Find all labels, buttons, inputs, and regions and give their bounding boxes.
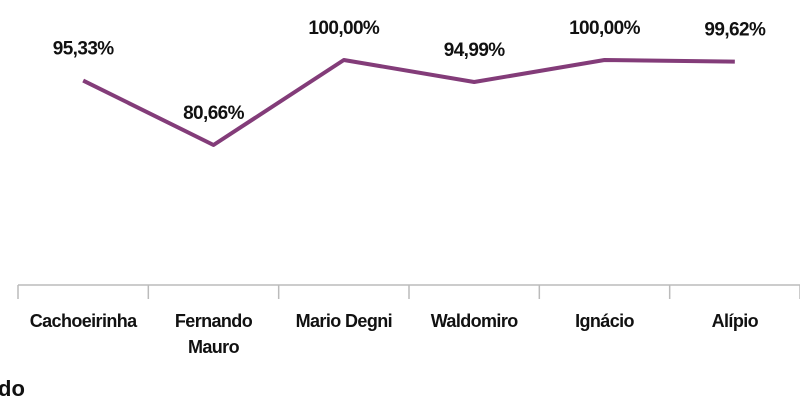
x-tick-label: Fernando Mauro [174, 311, 253, 357]
x-tick-label: Alípio [711, 311, 759, 331]
x-tick-label: Waldomiro [430, 311, 519, 331]
data-label: 95,33% [53, 39, 115, 60]
data-label: 80,66% [183, 103, 245, 124]
x-tick-label: Ignácio [575, 311, 634, 331]
x-tick-label: Cachoeirinha [29, 311, 137, 331]
x-tick-label: Mario Degni [295, 311, 393, 331]
data-label: 100,00% [308, 18, 380, 39]
caption: do [0, 376, 25, 401]
data-label: 94,99% [444, 40, 506, 61]
line [82, 58, 735, 147]
data-label: 99,62% [704, 20, 766, 41]
data-label: 100,00% [569, 18, 641, 39]
